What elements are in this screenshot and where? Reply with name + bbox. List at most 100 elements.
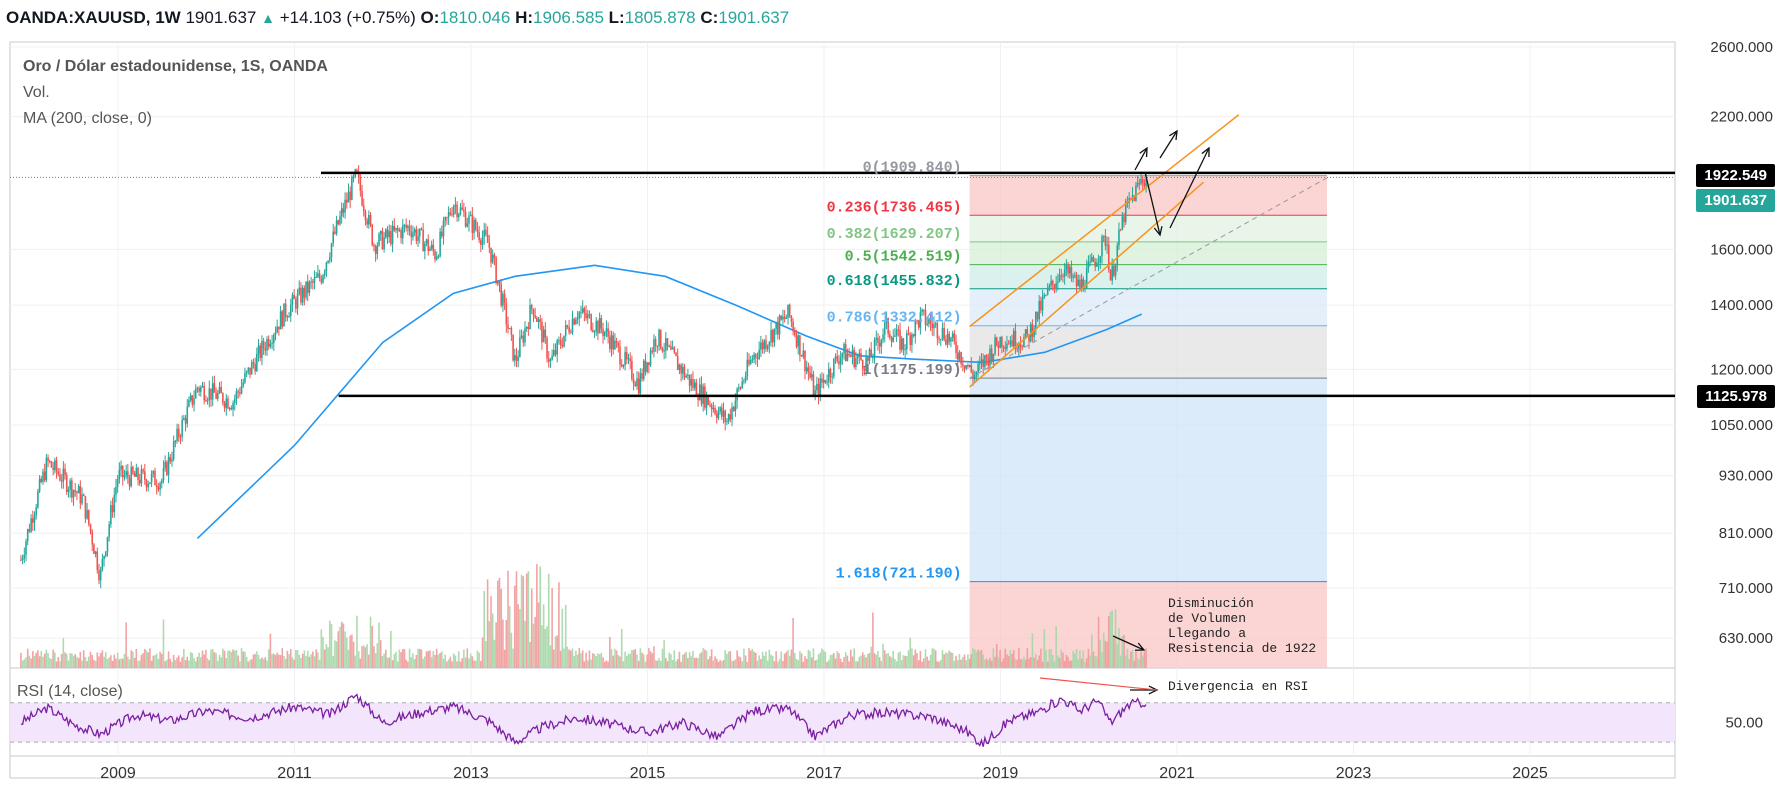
volume-bar (890, 657, 893, 668)
channel-lines (969, 114, 1328, 388)
volume-bar (595, 656, 598, 668)
volume-bar (164, 661, 166, 668)
volume-bar (283, 656, 285, 668)
volume-bar (1118, 627, 1120, 668)
volume-bar (676, 659, 679, 668)
candle-body (532, 308, 535, 316)
candle-body (481, 237, 484, 245)
candle-body (430, 244, 433, 249)
volume-bar (1126, 648, 1129, 668)
volume-bar (368, 654, 370, 668)
volume-bar (417, 648, 419, 668)
price-tick-label: 810.000 (1719, 525, 1773, 542)
candle-body (50, 461, 53, 468)
candle-body (1072, 276, 1074, 278)
candle-body (530, 305, 533, 309)
volume-bar (680, 661, 682, 668)
volume-bar (225, 658, 228, 668)
volume-bar (787, 649, 789, 668)
candle-body (517, 356, 519, 361)
volume-bar (335, 641, 338, 668)
volume-bar (1141, 655, 1144, 668)
candle-body (994, 337, 996, 354)
candle-body (1011, 340, 1013, 347)
volume-bar (1060, 649, 1063, 668)
volume-bar (352, 641, 355, 668)
volume-bar (831, 654, 833, 668)
candle-body (936, 323, 939, 339)
candle-body (218, 387, 221, 393)
candle-body (972, 371, 974, 380)
volume-bar (914, 649, 917, 668)
candle-body (390, 231, 392, 245)
volume-bar (160, 653, 163, 668)
volume-bar (154, 655, 156, 668)
volume-bar (179, 661, 182, 668)
candle-body (690, 379, 693, 386)
candle-body (997, 345, 1000, 349)
volume-bar (395, 651, 397, 668)
volume-bar (1041, 661, 1044, 668)
candle-body (980, 359, 983, 363)
candle-body (566, 325, 569, 327)
candle-body (468, 215, 470, 224)
volume-bar (753, 651, 755, 668)
volume-bar (1031, 633, 1034, 668)
volume-bar (1026, 648, 1029, 668)
candle-body (1082, 279, 1085, 289)
volume-bar (422, 658, 424, 668)
candle-body (474, 219, 477, 230)
candle-body (111, 505, 114, 513)
candle-body (705, 395, 708, 408)
candle-body (281, 311, 284, 327)
candle-body (744, 376, 747, 381)
volume-bar (900, 660, 903, 668)
plot-frame (9, 41, 1676, 779)
volume-bar (899, 651, 901, 668)
candle-body (352, 176, 355, 178)
candle-body (810, 374, 813, 378)
candle-body (88, 509, 90, 525)
candle-body (870, 349, 872, 358)
candle-body (385, 229, 387, 238)
volume-bar (778, 659, 781, 668)
time-tick-label: 2015 (630, 765, 666, 782)
candle-body (571, 318, 574, 333)
candle-body (693, 382, 696, 388)
candle-body (189, 395, 192, 401)
candle-body (35, 507, 37, 515)
volume-bar (525, 573, 528, 668)
volume-bar (1096, 656, 1098, 668)
candle-body (906, 333, 908, 350)
candle-body (405, 224, 407, 228)
candle-body (588, 314, 591, 316)
candle-body (225, 398, 228, 408)
volume-bar (488, 621, 491, 668)
volume-bar (330, 623, 333, 668)
volume-bar (945, 652, 947, 668)
volume-bar (973, 649, 976, 668)
volume-bar (568, 649, 570, 668)
candle-body (94, 551, 97, 555)
volume-bar (1024, 659, 1027, 668)
candle-body (816, 383, 818, 391)
volume-bar (771, 655, 774, 668)
volume-bar (252, 654, 255, 668)
volume-bar (57, 657, 60, 668)
volume-bar (32, 651, 34, 668)
candle-body (741, 381, 743, 388)
volume-bar (505, 620, 508, 668)
volume-bar (198, 652, 200, 668)
candle-body (794, 331, 796, 336)
candle-body (824, 379, 827, 383)
candle-body (150, 474, 153, 483)
candle-body (585, 313, 587, 319)
candle-body (549, 359, 552, 362)
candle-body (1075, 275, 1078, 286)
volume-bar (827, 660, 830, 668)
candle-body (157, 487, 160, 490)
volume-bar (28, 655, 31, 668)
volume-bar (850, 649, 852, 668)
volume-bar (566, 646, 569, 668)
